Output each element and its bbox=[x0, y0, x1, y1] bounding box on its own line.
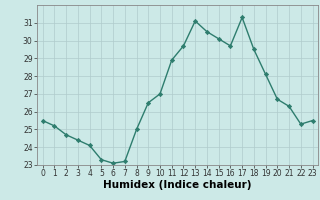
X-axis label: Humidex (Indice chaleur): Humidex (Indice chaleur) bbox=[103, 180, 252, 190]
